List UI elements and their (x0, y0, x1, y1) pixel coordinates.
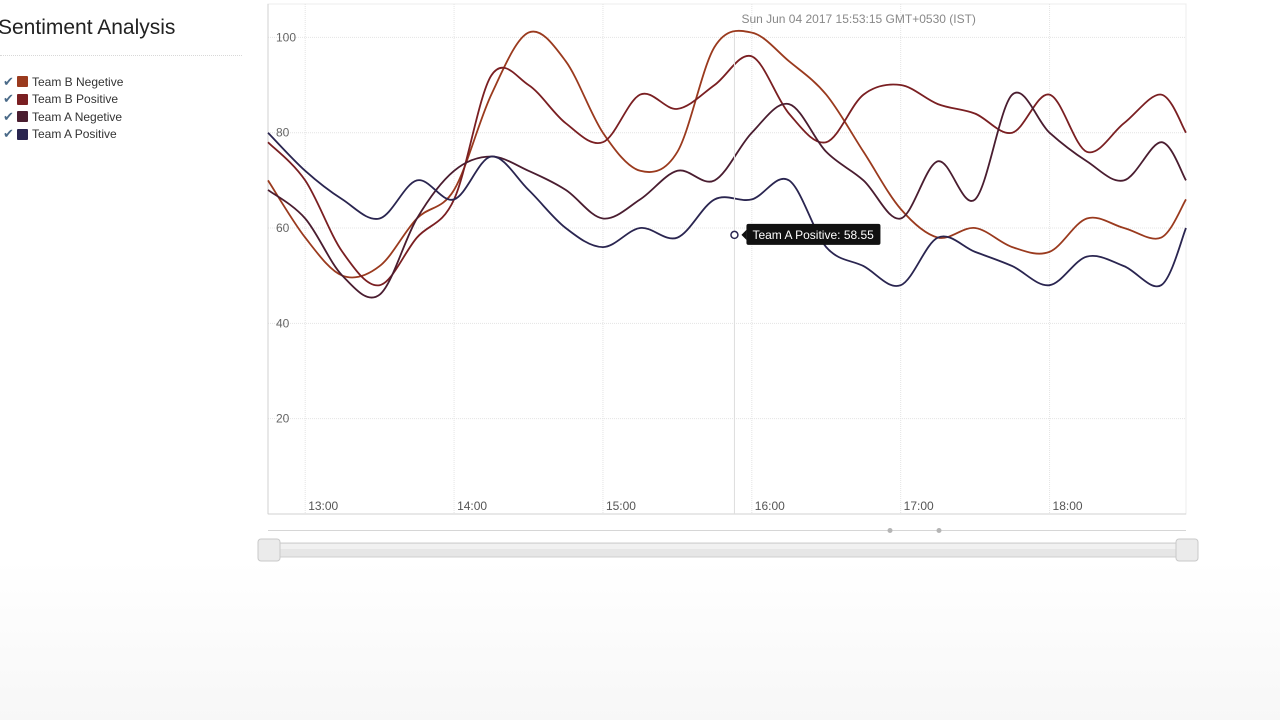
y-tick-label: 60 (276, 221, 290, 235)
legend: ✔ Team B Negetive ✔ Team B Positive ✔ Te… (0, 73, 123, 143)
x-tick-label: 17:00 (904, 499, 934, 513)
range-marker (936, 528, 942, 533)
series-line-team-a-positive[interactable] (267, 132, 1187, 288)
y-tick-label: 20 (276, 412, 290, 426)
legend-label: Team A Negetive (32, 109, 123, 124)
hover-point (730, 230, 739, 240)
legend-swatch (17, 93, 28, 105)
tooltip-box (746, 223, 881, 245)
checkmark-icon: ✔ (3, 73, 14, 89)
series-line-team-b-negetive[interactable] (267, 29, 1187, 279)
series-line-team-a-negetive[interactable] (267, 91, 1187, 299)
tooltip-label: Team A Positive: 58.55 (752, 228, 874, 242)
checkmark-icon: ✔ (3, 126, 14, 142)
series-line-team-b-positive[interactable] (267, 55, 1187, 287)
legend-swatch (17, 76, 28, 88)
legend-item-team-a-positive[interactable]: ✔ Team A Positive (0, 126, 123, 144)
range-handle-left[interactable] (257, 538, 281, 562)
title-divider (0, 55, 242, 56)
y-tick-label: 40 (276, 316, 290, 330)
series-lines (267, 29, 1187, 299)
legend-label: Team B Positive (32, 92, 119, 107)
x-tick-label: 14:00 (457, 499, 487, 513)
checkmark-icon: ✔ (3, 108, 14, 124)
x-tick-label: 16:00 (755, 499, 785, 513)
hover-layer: Sun Jun 04 2017 15:53:15 GMT+0530 (IST) … (730, 12, 976, 514)
axes: 20 40 60 80 100 13:00 14:00 15:00 16:00 17:00 18:0… (267, 4, 1186, 515)
page-background-fade (0, 560, 1280, 720)
legend-item-team-b-positive[interactable]: ✔ Team B Positive (0, 91, 123, 109)
range-marker (887, 528, 893, 533)
legend-label: Team B Negetive (32, 74, 124, 89)
x-tick-label: 13:00 (308, 499, 338, 513)
legend-item-team-a-negetive[interactable]: ✔ Team A Negetive (0, 108, 123, 126)
x-tick-label: 15:00 (606, 499, 636, 513)
tooltip-arrow (741, 229, 747, 240)
legend-label: Team A Positive (32, 127, 117, 142)
line-chart[interactable]: 20 40 60 80 100 13:00 14:00 15:00 16:00 17:00 18:0… (0, 0, 1280, 570)
page-title: Sentiment Analysis (0, 16, 176, 39)
y-tick-label: 80 (276, 126, 290, 140)
grid (267, 3, 1187, 515)
legend-item-team-b-negetive[interactable]: ✔ Team B Negetive (0, 73, 123, 91)
legend-swatch (17, 128, 28, 140)
legend-swatch (17, 111, 28, 123)
plot-frame (267, 3, 1187, 515)
range-selector (257, 528, 1199, 562)
range-slider-highlight (270, 544, 1186, 549)
y-tick-label: 100 (276, 30, 296, 44)
tooltip-date: Sun Jun 04 2017 15:53:15 GMT+0530 (IST) (741, 12, 975, 26)
x-tick-label: 18:00 (1053, 499, 1083, 513)
range-handle-right[interactable] (1175, 538, 1199, 562)
checkmark-icon: ✔ (3, 91, 14, 107)
chart-area: 20 40 60 80 100 13:00 14:00 15:00 16:00 17:00 18:0… (0, 0, 1280, 570)
